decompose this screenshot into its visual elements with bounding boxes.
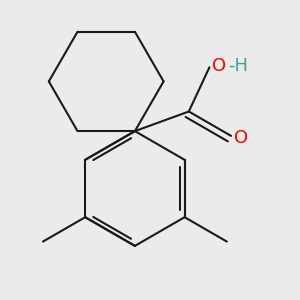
Text: -H: -H bbox=[228, 57, 248, 75]
Text: O: O bbox=[234, 129, 248, 147]
Text: O: O bbox=[212, 57, 226, 75]
